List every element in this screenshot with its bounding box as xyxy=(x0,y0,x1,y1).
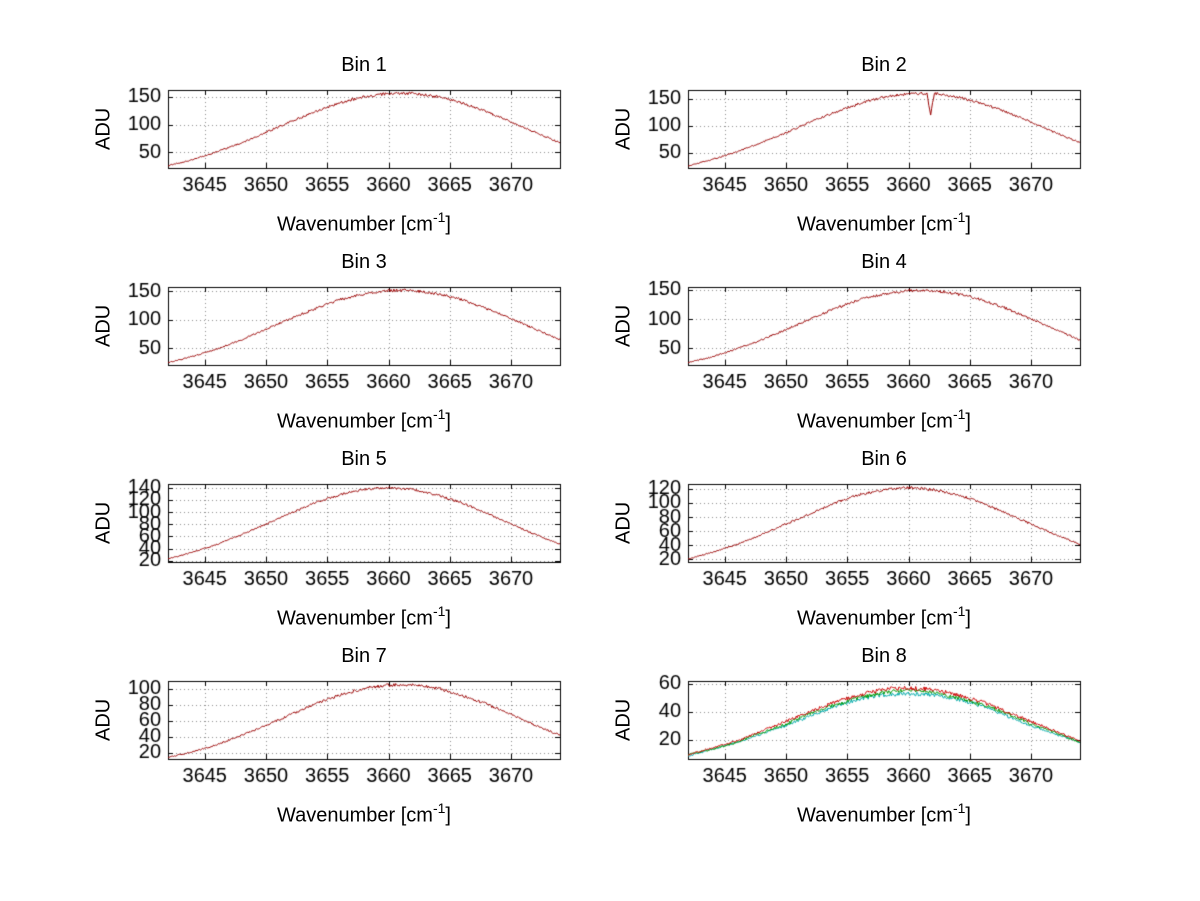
x-axis-label: Wavenumber [cm-1] xyxy=(168,205,560,238)
plot-area xyxy=(600,439,1200,636)
y-axis-label: ADU xyxy=(92,304,115,348)
subplot-bin-7: Bin 7 ADU Wavenumber [cm-1] xyxy=(0,636,600,833)
x-axis-label-text: Wavenumber [cm xyxy=(277,213,433,236)
subplot-bin-2: Bin 2 ADU Wavenumber [cm-1] xyxy=(600,45,1200,242)
x-axis-label: Wavenumber [cm-1] xyxy=(688,796,1080,829)
x-axis-label-close: ] xyxy=(965,410,971,433)
plot-title: Bin 3 xyxy=(341,251,387,273)
x-axis-label: Wavenumber [cm-1] xyxy=(688,205,1080,238)
x-axis-label-text: Wavenumber [cm xyxy=(797,607,953,630)
y-axis-label: ADU xyxy=(92,107,115,151)
plot-area xyxy=(600,636,1200,833)
subplot-bin-8: Bin 8 ADU Wavenumber [cm-1] xyxy=(600,636,1200,833)
x-axis-label-close: ] xyxy=(965,804,971,827)
x-axis-label: Wavenumber [cm-1] xyxy=(688,402,1080,435)
x-axis-label-sup: -1 xyxy=(952,603,966,619)
y-axis-label: ADU xyxy=(92,698,115,742)
x-axis-label-close: ] xyxy=(445,213,451,236)
subplot-bin-4: Bin 4 ADU Wavenumber [cm-1] xyxy=(600,242,1200,439)
x-axis-label-close: ] xyxy=(445,804,451,827)
x-axis-label-text: Wavenumber [cm xyxy=(797,213,953,236)
plot-area xyxy=(0,45,600,242)
x-axis-label-text: Wavenumber [cm xyxy=(797,410,953,433)
plot-title: Bin 7 xyxy=(341,645,387,667)
x-axis-label-text: Wavenumber [cm xyxy=(277,410,433,433)
x-axis-label: Wavenumber [cm-1] xyxy=(168,402,560,435)
y-axis-label: ADU xyxy=(612,107,635,151)
x-axis-label: Wavenumber [cm-1] xyxy=(168,599,560,632)
subplot-bin-6: Bin 6 ADU Wavenumber [cm-1] xyxy=(600,439,1200,636)
x-axis-label-close: ] xyxy=(445,410,451,433)
x-axis-label-close: ] xyxy=(965,607,971,630)
plot-area xyxy=(0,439,600,636)
plot-title: Bin 6 xyxy=(861,448,907,470)
x-axis-label-sup: -1 xyxy=(432,406,446,422)
subplot-bin-3: Bin 3 ADU Wavenumber [cm-1] xyxy=(0,242,600,439)
x-axis-label-close: ] xyxy=(965,213,971,236)
y-axis-label: ADU xyxy=(612,698,635,742)
plot-area xyxy=(0,636,600,833)
x-axis-label-close: ] xyxy=(445,607,451,630)
y-axis-label: ADU xyxy=(92,501,115,545)
plot-title: Bin 4 xyxy=(861,251,907,273)
x-axis-label-sup: -1 xyxy=(432,603,446,619)
x-axis-label: Wavenumber [cm-1] xyxy=(168,796,560,829)
x-axis-label-text: Wavenumber [cm xyxy=(277,607,433,630)
subplot-bin-1: Bin 1 ADU Wavenumber [cm-1] xyxy=(0,45,600,242)
y-axis-label: ADU xyxy=(612,304,635,348)
x-axis-label-sup: -1 xyxy=(432,800,446,816)
plot-area xyxy=(0,242,600,439)
plot-title: Bin 1 xyxy=(341,54,387,76)
plot-title: Bin 2 xyxy=(861,54,907,76)
x-axis-label-text: Wavenumber [cm xyxy=(797,804,953,827)
x-axis-label-text: Wavenumber [cm xyxy=(277,804,433,827)
plot-area xyxy=(600,242,1200,439)
x-axis-label-sup: -1 xyxy=(952,209,966,225)
subplot-bin-5: Bin 5 ADU Wavenumber [cm-1] xyxy=(0,439,600,636)
x-axis-label: Wavenumber [cm-1] xyxy=(688,599,1080,632)
plot-title: Bin 8 xyxy=(861,645,907,667)
x-axis-label-sup: -1 xyxy=(952,800,966,816)
x-axis-label-sup: -1 xyxy=(432,209,446,225)
y-axis-label: ADU xyxy=(612,501,635,545)
plot-area xyxy=(600,45,1200,242)
x-axis-label-sup: -1 xyxy=(952,406,966,422)
plot-title: Bin 5 xyxy=(341,448,387,470)
